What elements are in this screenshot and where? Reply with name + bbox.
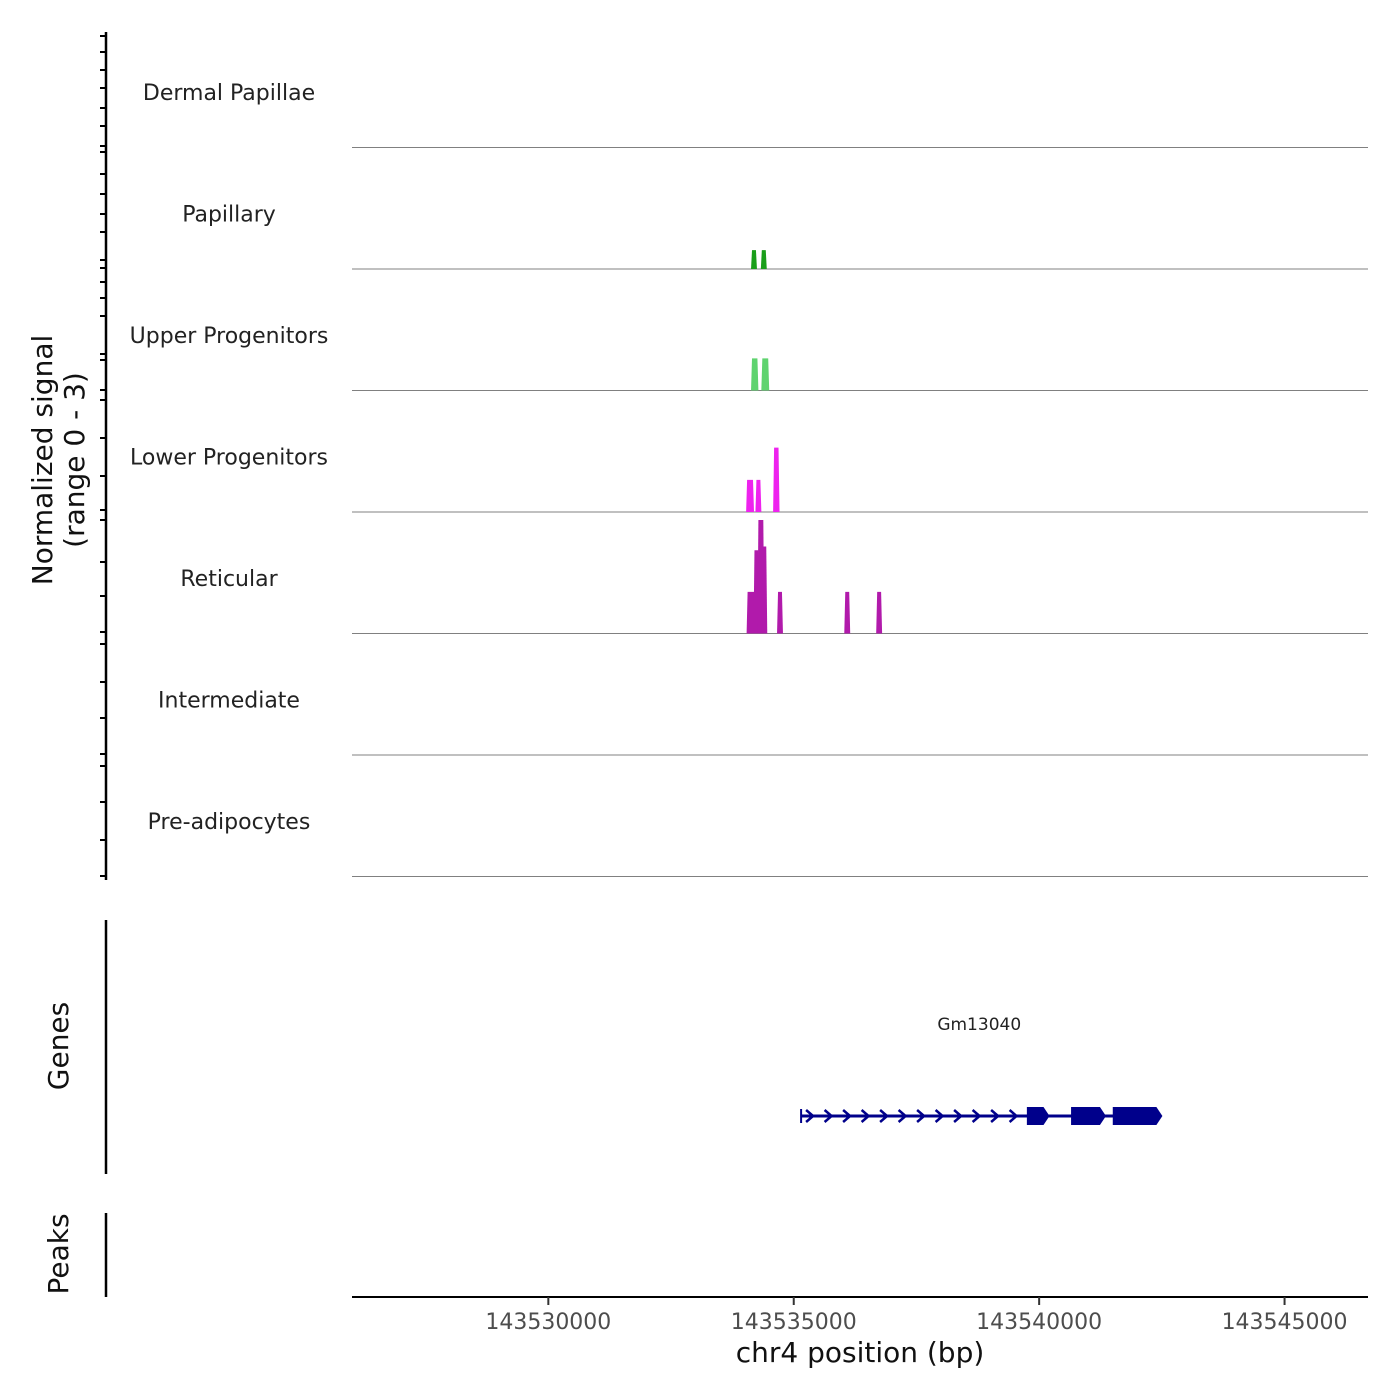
coverage-tracks: Dermal Papillae Papillary Upper Progenitor… <box>130 81 1368 877</box>
track-intermediate: Intermediate <box>158 689 1368 756</box>
track-dermal-papillae: Dermal Papillae <box>143 81 1368 148</box>
signal-peak <box>773 447 780 512</box>
x-axis: 143530000 143535000 143540000 143545000 <box>352 1296 1368 1335</box>
x-tick-label: 143545000 <box>1222 1310 1348 1335</box>
strand-arrow-icon <box>1008 1109 1019 1123</box>
strand-arrow-icon <box>897 1109 908 1123</box>
strand-arrow-icon <box>953 1109 964 1123</box>
signal-peak <box>751 250 757 269</box>
strand-arrow-icon <box>860 1109 871 1123</box>
track-upper-progenitors: Upper Progenitors <box>130 324 1368 391</box>
gene-model: Gm13040 <box>800 1015 1163 1125</box>
x-tick-label: 143540000 <box>976 1310 1102 1335</box>
track-label: Papillary <box>182 203 276 228</box>
signal-peak <box>757 520 765 634</box>
strand-arrow-icon <box>971 1109 982 1123</box>
strand-arrow-icon <box>916 1109 927 1123</box>
strand-arrow-icon <box>842 1109 853 1123</box>
gene-exon <box>1071 1107 1106 1125</box>
track-label: Dermal Papillae <box>143 81 315 106</box>
x-tick-label: 143535000 <box>731 1310 857 1335</box>
track-label: Lower Progenitors <box>130 446 328 471</box>
y-axis-title-line2: (range 0 - 3) <box>58 372 91 548</box>
signal-peak <box>762 546 768 634</box>
strand-arrow-icon <box>934 1109 945 1123</box>
track-pre-adipocytes: Pre-adipocytes <box>148 810 1368 877</box>
track-reticular: Reticular <box>180 520 1368 634</box>
strand-arrow-icon <box>805 1109 816 1123</box>
y-axis-title-line1: Normalized signal <box>26 335 59 586</box>
strand-arrow-icon <box>879 1109 890 1123</box>
track-lower-progenitors: Lower Progenitors <box>130 446 1368 513</box>
signal-peak <box>761 358 770 391</box>
signal-peak <box>755 479 762 512</box>
gene-exon <box>1112 1107 1163 1125</box>
x-axis-title: chr4 position (bp) <box>736 1336 985 1369</box>
genes-track: Gm13040 <box>104 920 1163 1174</box>
signal-peak <box>876 591 883 634</box>
gene-exon <box>1026 1107 1050 1125</box>
signal-peak <box>760 250 767 269</box>
strand-arrow-icon <box>990 1109 1001 1123</box>
x-tick-label: 143530000 <box>485 1310 611 1335</box>
track-label: Intermediate <box>158 689 300 714</box>
signal-axis <box>100 32 108 880</box>
peaks-axis-title: Peaks <box>42 1213 75 1294</box>
track-papillary: Papillary <box>182 203 1368 270</box>
track-label: Reticular <box>180 567 278 592</box>
signal-peak <box>777 591 783 634</box>
signal-peak <box>746 591 756 634</box>
genes-axis-title: Genes <box>42 1002 75 1090</box>
track-label: Pre-adipocytes <box>148 810 311 835</box>
signal-peak <box>746 479 755 512</box>
signal-peak <box>844 591 851 634</box>
signal-peak <box>751 358 759 391</box>
track-label: Upper Progenitors <box>130 324 329 349</box>
gene-label: Gm13040 <box>937 1015 1021 1035</box>
strand-arrow-icon <box>823 1109 834 1123</box>
